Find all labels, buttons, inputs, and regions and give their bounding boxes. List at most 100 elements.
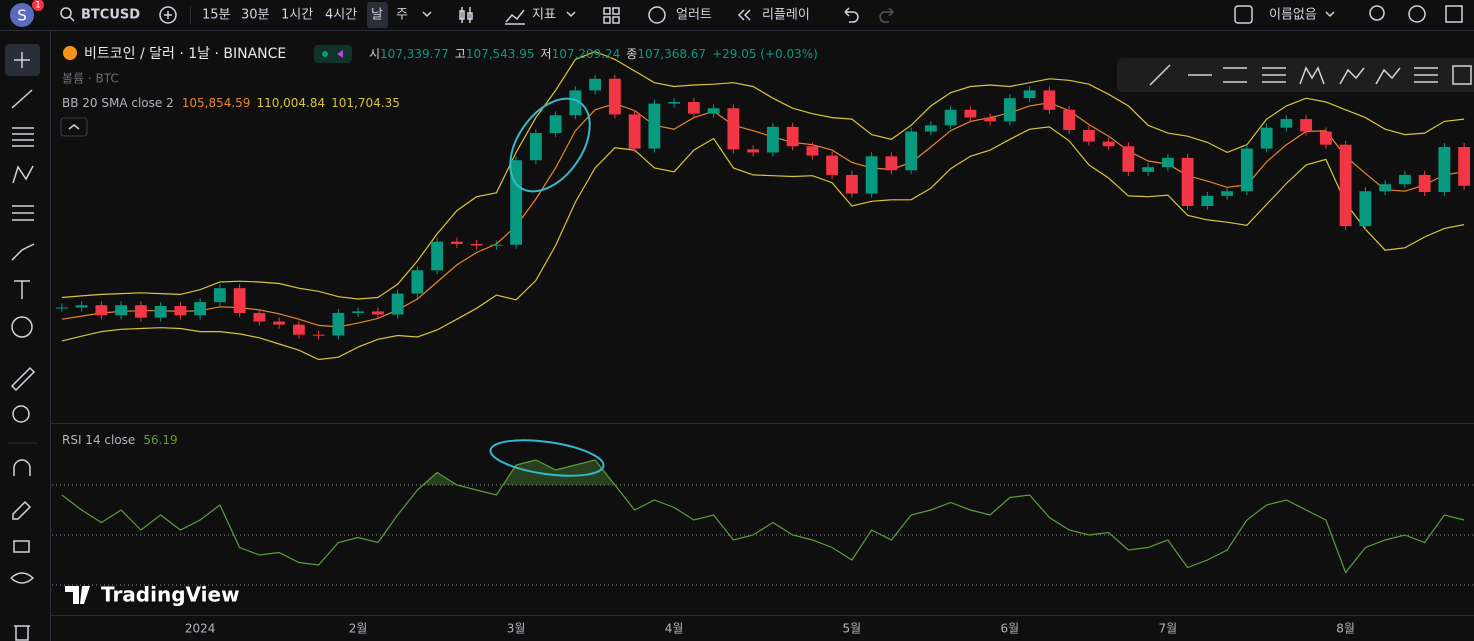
interval[interactable]: 30분 bbox=[241, 8, 270, 23]
hide-tool[interactable] bbox=[10, 572, 35, 584]
search-icon bbox=[69, 16, 75, 22]
candle bbox=[529, 133, 542, 161]
time-axis-labels: 2024 2월 3월 4월 5월 6월 7월 8월 bbox=[185, 622, 1355, 636]
value: 105,854.59 bbox=[182, 96, 251, 110]
interval[interactable]: 날 bbox=[371, 8, 383, 23]
candle bbox=[1043, 90, 1056, 110]
fib-tool[interactable] bbox=[12, 127, 34, 147]
value: 107,339.77 bbox=[380, 47, 449, 61]
symbol[interactable]: BTCUSD bbox=[81, 8, 140, 23]
candle bbox=[1359, 191, 1372, 227]
icon-tool[interactable] bbox=[11, 316, 33, 338]
text-tool[interactable] bbox=[14, 280, 30, 299]
candle bbox=[885, 156, 898, 171]
candle bbox=[55, 307, 68, 309]
candle bbox=[549, 115, 562, 134]
candle bbox=[727, 108, 740, 150]
candle bbox=[806, 146, 819, 156]
search-icon[interactable] bbox=[60, 7, 72, 19]
candle bbox=[1201, 195, 1214, 206]
rsi-legend: RSI 14 close 56.19 bbox=[62, 433, 178, 447]
candle bbox=[924, 125, 937, 132]
alert[interactable]: 얼러트 bbox=[676, 8, 712, 23]
candle bbox=[707, 108, 720, 114]
watermark: TradingView bbox=[101, 583, 240, 607]
candle bbox=[115, 305, 128, 316]
measure-tool[interactable] bbox=[10, 366, 36, 392]
drawing-mode[interactable] bbox=[12, 500, 32, 520]
fullscreen[interactable] bbox=[1445, 5, 1463, 23]
candle bbox=[1082, 129, 1095, 142]
settings[interactable] bbox=[1408, 5, 1426, 23]
add-symbol bbox=[164, 11, 172, 19]
rsi-line bbox=[61, 459, 1465, 574]
indicators-icon[interactable] bbox=[505, 9, 525, 25]
alert-icon[interactable] bbox=[648, 6, 666, 24]
crosshair-tool[interactable] bbox=[14, 52, 30, 68]
layout-name[interactable]: 이름없음 bbox=[1269, 8, 1317, 23]
candle bbox=[273, 321, 286, 325]
interval[interactable]: 4시간 bbox=[325, 8, 357, 23]
candle bbox=[253, 312, 266, 322]
candle bbox=[154, 306, 167, 318]
replay-icon[interactable] bbox=[737, 9, 751, 21]
candle bbox=[589, 78, 602, 91]
badge-count: 1 bbox=[35, 1, 41, 11]
candle bbox=[1438, 147, 1451, 192]
magnet-tool[interactable] bbox=[13, 459, 31, 476]
status-dot bbox=[322, 51, 328, 57]
layouts-icon[interactable] bbox=[603, 7, 620, 24]
candle bbox=[411, 270, 424, 294]
candle bbox=[1458, 147, 1471, 186]
replay[interactable]: 리플레이 bbox=[762, 8, 810, 23]
dropdown[interactable] bbox=[566, 11, 576, 18]
lock-tool[interactable] bbox=[13, 540, 30, 553]
candle bbox=[1339, 144, 1352, 227]
trendline-tool[interactable] bbox=[11, 89, 33, 109]
watermark-logo bbox=[65, 586, 90, 604]
prediction-tool[interactable] bbox=[12, 205, 34, 221]
annotation-ellipse[interactable] bbox=[488, 434, 605, 482]
add-symbol[interactable] bbox=[159, 6, 177, 24]
brush-tool[interactable] bbox=[11, 243, 35, 261]
symbol-title: 비트코인 / 달러 · 1날 · BINANCE bbox=[84, 46, 286, 62]
candle bbox=[1003, 98, 1016, 122]
undo[interactable] bbox=[844, 7, 859, 23]
collapse-button[interactable] bbox=[60, 117, 88, 137]
avatar[interactable] bbox=[10, 3, 34, 27]
quick-search[interactable] bbox=[1369, 5, 1385, 21]
candle bbox=[174, 306, 187, 316]
value: 56.19 bbox=[143, 433, 177, 447]
label: 고 bbox=[455, 47, 466, 61]
delete-tool[interactable] bbox=[14, 625, 30, 641]
candle bbox=[747, 149, 760, 153]
interval[interactable]: 15분 bbox=[202, 8, 231, 23]
candle bbox=[1319, 131, 1332, 145]
annotation-ellipse[interactable] bbox=[494, 84, 606, 206]
redo[interactable] bbox=[879, 7, 894, 23]
dropdown[interactable] bbox=[422, 11, 432, 18]
candle bbox=[766, 126, 779, 153]
label: BB 20 SMA close 2 bbox=[62, 96, 174, 110]
indicators[interactable]: 지표 bbox=[532, 8, 556, 23]
layout-icon[interactable] bbox=[1234, 5, 1253, 24]
x-tick-label: 3월 bbox=[507, 622, 526, 636]
pattern-tool[interactable] bbox=[12, 165, 34, 184]
label: 시 bbox=[369, 47, 380, 61]
candle bbox=[569, 90, 582, 116]
zoom-tool[interactable] bbox=[12, 405, 30, 423]
drawing-tools[interactable] bbox=[1149, 64, 1472, 86]
value: 101,704.35 bbox=[331, 96, 400, 110]
chart-type[interactable] bbox=[459, 7, 473, 23]
dropdown[interactable] bbox=[1325, 11, 1335, 18]
x-tick-label: 6월 bbox=[1001, 622, 1020, 636]
value: 107,543.95 bbox=[466, 47, 535, 61]
interval[interactable]: 주 bbox=[396, 8, 408, 23]
collapse-icon bbox=[68, 124, 80, 130]
avatar-letter: S bbox=[17, 7, 27, 25]
ohlc: 시107,339.77 고107,543.95 저107,209.24 종107,36… bbox=[369, 47, 818, 61]
interval[interactable]: 1시간 bbox=[281, 8, 313, 23]
badge bbox=[32, 0, 44, 11]
